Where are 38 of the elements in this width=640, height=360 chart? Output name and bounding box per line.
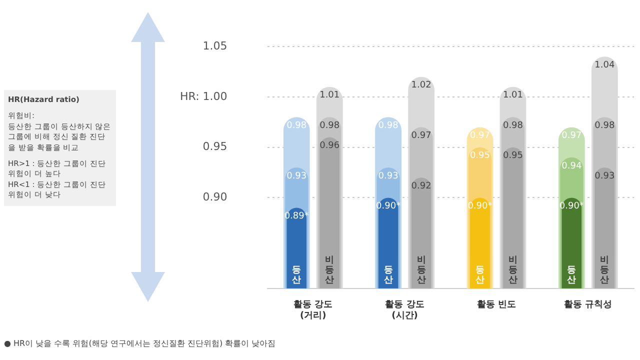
data-label: 0.96	[320, 141, 340, 152]
data-label: 1.02	[411, 80, 432, 91]
data-label: 0.90*	[559, 202, 584, 212]
data-label: 0.98	[320, 120, 340, 131]
data-label: 0.95	[502, 151, 524, 162]
data-label: 0.93	[286, 171, 307, 182]
y-tick-label: 1.05	[202, 39, 228, 52]
data-label: 0.92	[411, 181, 432, 192]
data-label: 1.04	[594, 60, 615, 71]
text: 등산	[475, 266, 484, 286]
y-tick-label: HR: 1.00	[180, 90, 228, 103]
text: ● HR이 낮을 수록 위험(해당 연구에서는 정신질환 진단위험) 확률이 낮아짐	[4, 338, 277, 349]
data-label: 0.98	[378, 120, 399, 131]
series-label: 비등산	[325, 256, 334, 286]
data-label: 0.98	[502, 120, 524, 131]
data-label: 0.93	[378, 171, 398, 182]
x-tick-label: 활동 빈도	[476, 300, 516, 310]
data-label: 0.98	[286, 120, 307, 131]
data-label: 1.01	[502, 90, 524, 101]
text: 비등산	[416, 256, 426, 286]
series-label: 등산	[292, 266, 302, 286]
y-tick-label: 0.90	[202, 190, 228, 204]
data-label: 0.93	[594, 171, 615, 182]
data-label: 0.97	[411, 131, 432, 142]
text: 비등산	[508, 256, 518, 286]
data-label: 0.97	[470, 131, 490, 142]
data-label: 0.98	[594, 120, 615, 131]
x-tick-label: 활동 규칙성	[564, 300, 612, 310]
text: 등산	[567, 266, 576, 286]
data-label: 0.97	[562, 131, 582, 142]
y-tick-label: 0.95	[202, 140, 228, 154]
data-label: 0.95	[470, 151, 490, 162]
text: 비등산	[600, 256, 610, 286]
x-tick-label: 활동 강도 (시간)	[385, 300, 424, 321]
text: 등산	[384, 266, 393, 286]
x-tick-label: 활동 강도 (거리)	[294, 300, 333, 321]
data-label: 0.94	[562, 161, 582, 172]
data-label: 1.01	[320, 90, 340, 101]
